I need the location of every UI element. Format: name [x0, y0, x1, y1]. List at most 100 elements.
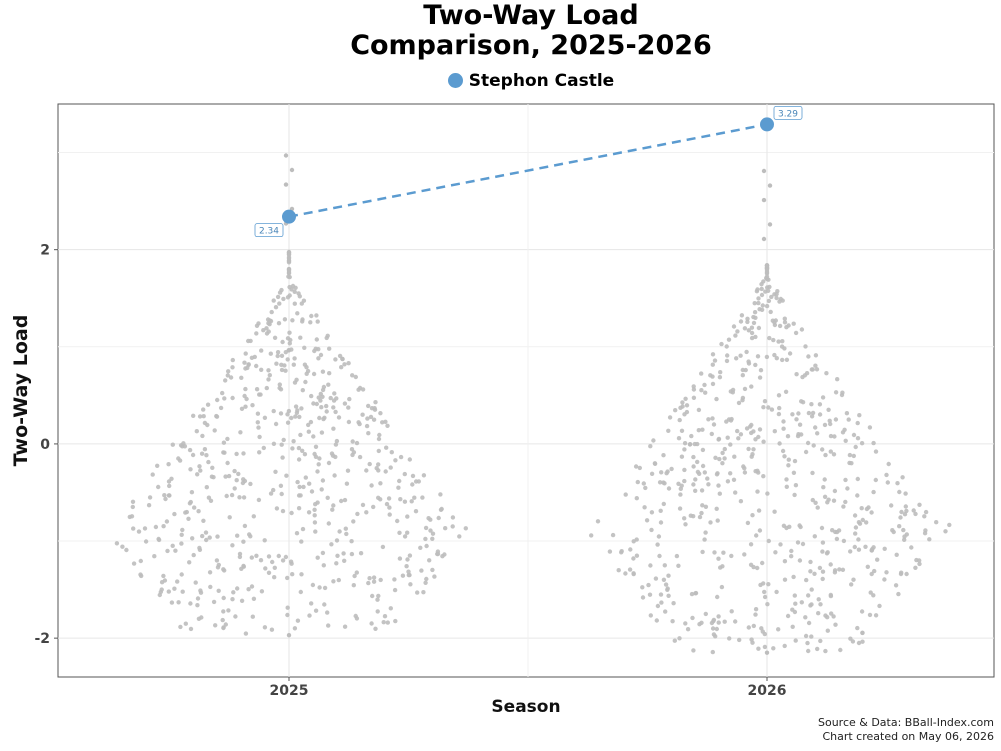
- league-point: [818, 602, 823, 607]
- league-point: [809, 634, 814, 639]
- league-point: [902, 512, 908, 517]
- league-point: [750, 513, 755, 518]
- league-point: [211, 599, 217, 605]
- league-point: [715, 594, 720, 600]
- league-point: [314, 337, 319, 342]
- league-point: [330, 453, 336, 458]
- league-point: [347, 396, 352, 402]
- league-point: [291, 362, 296, 367]
- league-point: [376, 468, 381, 473]
- league-point: [623, 492, 628, 497]
- league-point: [896, 591, 901, 597]
- league-point: [819, 525, 825, 531]
- league-point: [831, 498, 837, 503]
- league-point: [770, 318, 775, 323]
- league-point: [769, 407, 775, 412]
- league-point: [714, 626, 719, 632]
- league-point: [341, 551, 346, 556]
- league-point: [165, 548, 170, 554]
- league-point: [676, 563, 681, 568]
- league-point: [322, 585, 328, 591]
- league-point: [684, 403, 690, 408]
- league-point: [833, 390, 839, 395]
- league-point: [289, 347, 294, 352]
- league-point: [744, 349, 749, 355]
- league-point: [717, 456, 722, 462]
- league-point: [742, 326, 748, 331]
- league-point: [197, 545, 202, 551]
- league-point: [450, 515, 456, 520]
- league-point: [648, 613, 653, 618]
- league-point: [332, 473, 337, 478]
- league-point: [837, 567, 842, 572]
- league-point: [631, 556, 636, 561]
- league-point: [909, 545, 914, 550]
- league-point: [381, 620, 386, 625]
- league-point: [241, 564, 246, 569]
- league-point: [299, 572, 304, 577]
- league-point: [816, 611, 821, 616]
- league-point: [272, 335, 278, 340]
- league-point: [208, 584, 213, 590]
- league-point: [331, 398, 337, 403]
- league-point: [703, 390, 708, 395]
- league-point: [307, 481, 312, 486]
- league-point: [254, 363, 259, 369]
- league-point: [753, 362, 758, 368]
- league-point: [728, 389, 733, 394]
- league-point: [721, 550, 726, 555]
- league-point: [393, 618, 398, 624]
- league-point: [749, 637, 754, 642]
- league-point: [254, 331, 259, 336]
- league-point: [227, 515, 232, 520]
- league-point: [221, 609, 226, 614]
- league-point: [402, 471, 407, 477]
- league-point: [172, 586, 177, 591]
- league-point: [665, 586, 670, 591]
- league-point: [398, 454, 404, 460]
- league-point: [220, 390, 225, 396]
- league-point: [773, 550, 778, 555]
- league-point: [378, 577, 383, 583]
- league-point: [413, 509, 419, 514]
- league-point: [753, 315, 758, 320]
- league-point: [336, 577, 341, 583]
- chart-title-line-2: Comparison, 2025-2026: [350, 30, 712, 61]
- league-point: [409, 499, 414, 504]
- league-point: [619, 549, 624, 554]
- league-point: [823, 648, 828, 654]
- league-point: [843, 499, 848, 505]
- league-point: [298, 335, 303, 340]
- league-point: [895, 481, 900, 486]
- league-point: [899, 509, 904, 515]
- league-point: [737, 637, 742, 643]
- league-point: [785, 434, 791, 439]
- league-point: [810, 497, 815, 503]
- league-point: [221, 625, 226, 631]
- league-point: [863, 544, 868, 549]
- league-point: [860, 639, 865, 644]
- league-point: [385, 620, 390, 625]
- league-point: [762, 589, 767, 595]
- league-point: [856, 537, 861, 542]
- league-point: [794, 417, 799, 422]
- league-point: [387, 505, 392, 510]
- league-point: [239, 375, 244, 380]
- league-point: [715, 518, 720, 523]
- y-tick-label: -2: [34, 631, 50, 647]
- league-point: [250, 614, 255, 619]
- league-point: [271, 441, 277, 446]
- league-point: [753, 334, 758, 340]
- league-point: [246, 362, 251, 367]
- league-point: [764, 274, 770, 279]
- league-point: [642, 505, 647, 510]
- league-point: [756, 646, 761, 651]
- league-point: [784, 325, 789, 330]
- league-point: [756, 325, 762, 331]
- league-point: [840, 430, 846, 435]
- chart-title: Two-Way Load Comparison, 2025-2026: [0, 1, 1001, 61]
- league-point: [195, 472, 200, 477]
- league-point: [407, 553, 413, 558]
- league-point: [684, 409, 690, 415]
- league-point: [635, 479, 640, 485]
